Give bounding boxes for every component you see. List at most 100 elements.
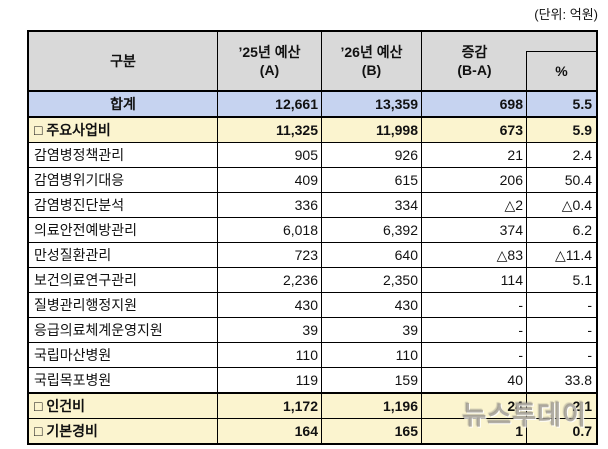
row-change: △2 bbox=[422, 193, 527, 217]
header-category-label: 구분 bbox=[110, 52, 136, 69]
row-percent: 2.1 bbox=[572, 398, 592, 414]
table-row: 응급의료체계운영지원 39 39- - bbox=[29, 318, 596, 343]
row-change: 1 bbox=[422, 419, 527, 443]
row-percent: 2.4 bbox=[572, 147, 592, 163]
table-row: 국립마산병원 110 110- - bbox=[29, 343, 596, 368]
header-change-line1: 증감 bbox=[461, 43, 488, 60]
row-budget-2026: 159 bbox=[322, 368, 422, 392]
row-budget-2026: 334 bbox=[322, 193, 422, 217]
table-row: 질병관리행정지원 430 430- - bbox=[29, 293, 596, 318]
table-row: 감염병진단분석 336 334 △2 △0.4 bbox=[29, 193, 596, 218]
row-budget-2025: 409 bbox=[218, 168, 322, 192]
row-label: □ 인건비 bbox=[29, 394, 218, 418]
row-change: △83 bbox=[422, 243, 527, 267]
row-budget-2025: 336 bbox=[218, 193, 322, 217]
header-budget-2025-line1: ’25년 예산 bbox=[238, 43, 301, 60]
table-header: 구분 ’25년 예산 (A) ’26년 예산 (B) 증감 (B-A) % bbox=[29, 32, 596, 92]
row-percent: 6.2 bbox=[572, 222, 592, 238]
row-change: 40 bbox=[422, 368, 527, 392]
row-percent: - bbox=[587, 347, 592, 363]
row-budget-2025: 119 bbox=[218, 368, 322, 392]
row-budget-2026: 926 bbox=[322, 143, 422, 167]
row-change: 698 bbox=[422, 92, 527, 116]
budget-table: 구분 ’25년 예산 (A) ’26년 예산 (B) 증감 (B-A) % 합계… bbox=[27, 30, 598, 445]
row-budget-2025: 110 bbox=[218, 343, 322, 367]
table-row: 의료안전예방관리 6,018 6,392 374 6.2 bbox=[29, 218, 596, 243]
row-label: 합계 bbox=[29, 92, 218, 116]
row-budget-2025: 11,325 bbox=[218, 118, 322, 142]
table-row: □ 인건비 1,172 1,196 24 2.1 bbox=[29, 394, 596, 419]
row-label: 의료안전예방관리 bbox=[29, 218, 218, 242]
table-body: 합계 12,661 13,359 698 5.5 □ 주요사업비 11,325 11,998 6… bbox=[29, 92, 596, 443]
row-budget-2026: 615 bbox=[322, 168, 422, 192]
row-percent: 33.8 bbox=[564, 372, 592, 388]
row-budget-2026: 6,392 bbox=[322, 218, 422, 242]
row-change: 24 bbox=[422, 394, 527, 418]
row-budget-2025: 39 bbox=[218, 318, 322, 342]
row-budget-2026: 640 bbox=[322, 243, 422, 267]
header-budget-2026-line2: (B) bbox=[361, 62, 382, 78]
header-percent-label: % bbox=[555, 63, 568, 79]
table-row: 합계 12,661 13,359 698 5.5 bbox=[29, 92, 596, 118]
header-category: 구분 bbox=[29, 32, 218, 90]
row-label: 감염병정책관리 bbox=[29, 143, 218, 167]
row-label: 보건의료연구관리 bbox=[29, 268, 218, 292]
row-label: □ 주요사업비 bbox=[29, 118, 218, 142]
row-label: 국립목포병원 bbox=[29, 368, 218, 392]
row-budget-2025: 1,172 bbox=[218, 394, 322, 418]
header-budget-2025: ’25년 예산 (A) bbox=[218, 32, 322, 90]
row-budget-2025: 164 bbox=[218, 419, 322, 443]
table-row: 국립목포병원 119 159 40 33.8 bbox=[29, 368, 596, 394]
row-change: 114 bbox=[422, 268, 527, 292]
header-percent-box: % bbox=[526, 51, 596, 90]
row-label: 감염병진단분석 bbox=[29, 193, 218, 217]
table-row: 감염병위기대응 409 615 206 50.4 bbox=[29, 168, 596, 193]
header-budget-2026: ’26년 예산 (B) bbox=[322, 32, 422, 90]
row-label: 만성질환관리 bbox=[29, 243, 218, 267]
row-budget-2026: 2,350 bbox=[322, 268, 422, 292]
row-percent: △0.4 bbox=[561, 196, 592, 213]
row-label: 감염병위기대응 bbox=[29, 168, 218, 192]
header-budget-2026-line1: ’26년 예산 bbox=[340, 43, 403, 60]
row-budget-2026: 39 bbox=[322, 318, 422, 342]
header-change: 증감 (B-A) bbox=[422, 32, 527, 90]
row-budget-2025: 12,661 bbox=[218, 92, 322, 116]
row-change: - bbox=[422, 343, 527, 367]
row-change: 673 bbox=[422, 118, 527, 142]
table-row: □ 기본경비 164 165 1 0.7 bbox=[29, 419, 596, 443]
row-percent: - bbox=[587, 322, 592, 338]
row-percent: 5.9 bbox=[572, 122, 592, 138]
row-percent: 0.7 bbox=[572, 423, 592, 439]
row-label: 국립마산병원 bbox=[29, 343, 218, 367]
table-row: 감염병정책관리 905 926 21 2.4 bbox=[29, 143, 596, 168]
row-change: - bbox=[422, 293, 527, 317]
row-budget-2025: 430 bbox=[218, 293, 322, 317]
row-change: 374 bbox=[422, 218, 527, 242]
row-budget-2026: 430 bbox=[322, 293, 422, 317]
row-budget-2026: 110 bbox=[322, 343, 422, 367]
row-budget-2026: 11,998 bbox=[322, 118, 422, 142]
row-budget-2026: 165 bbox=[322, 419, 422, 443]
row-label: 질병관리행정지원 bbox=[29, 293, 218, 317]
row-budget-2025: 905 bbox=[218, 143, 322, 167]
table-row: 만성질환관리 723 640 △83 △11.4 bbox=[29, 243, 596, 268]
row-percent: 5.1 bbox=[572, 272, 592, 288]
row-budget-2025: 2,236 bbox=[218, 268, 322, 292]
row-percent: △11.4 bbox=[555, 246, 592, 263]
row-budget-2026: 1,196 bbox=[322, 394, 422, 418]
header-change-line2: (B-A) bbox=[457, 62, 492, 78]
row-change: - bbox=[422, 318, 527, 342]
row-budget-2025: 723 bbox=[218, 243, 322, 267]
row-label: □ 기본경비 bbox=[29, 419, 218, 443]
row-label: 응급의료체계운영지원 bbox=[29, 318, 218, 342]
row-percent: 5.5 bbox=[572, 96, 592, 112]
row-change: 21 bbox=[422, 143, 527, 167]
row-budget-2026: 13,359 bbox=[322, 92, 422, 116]
unit-label: (단위: 억원) bbox=[534, 7, 598, 22]
row-percent: - bbox=[587, 297, 592, 313]
row-budget-2025: 6,018 bbox=[218, 218, 322, 242]
header-budget-2025-line2: (A) bbox=[259, 62, 280, 78]
row-change: 206 bbox=[422, 168, 527, 192]
table-row: 보건의료연구관리 2,236 2,350 114 5.1 bbox=[29, 268, 596, 293]
